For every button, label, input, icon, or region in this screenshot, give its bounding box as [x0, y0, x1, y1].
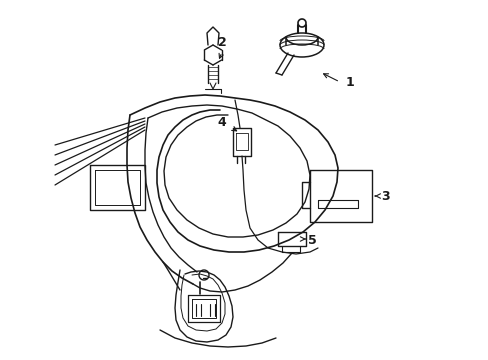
- Text: 4: 4: [217, 116, 226, 129]
- Text: 1: 1: [345, 76, 354, 89]
- Text: 5: 5: [307, 234, 316, 247]
- Text: 3: 3: [380, 189, 388, 202]
- Text: 2: 2: [217, 36, 226, 49]
